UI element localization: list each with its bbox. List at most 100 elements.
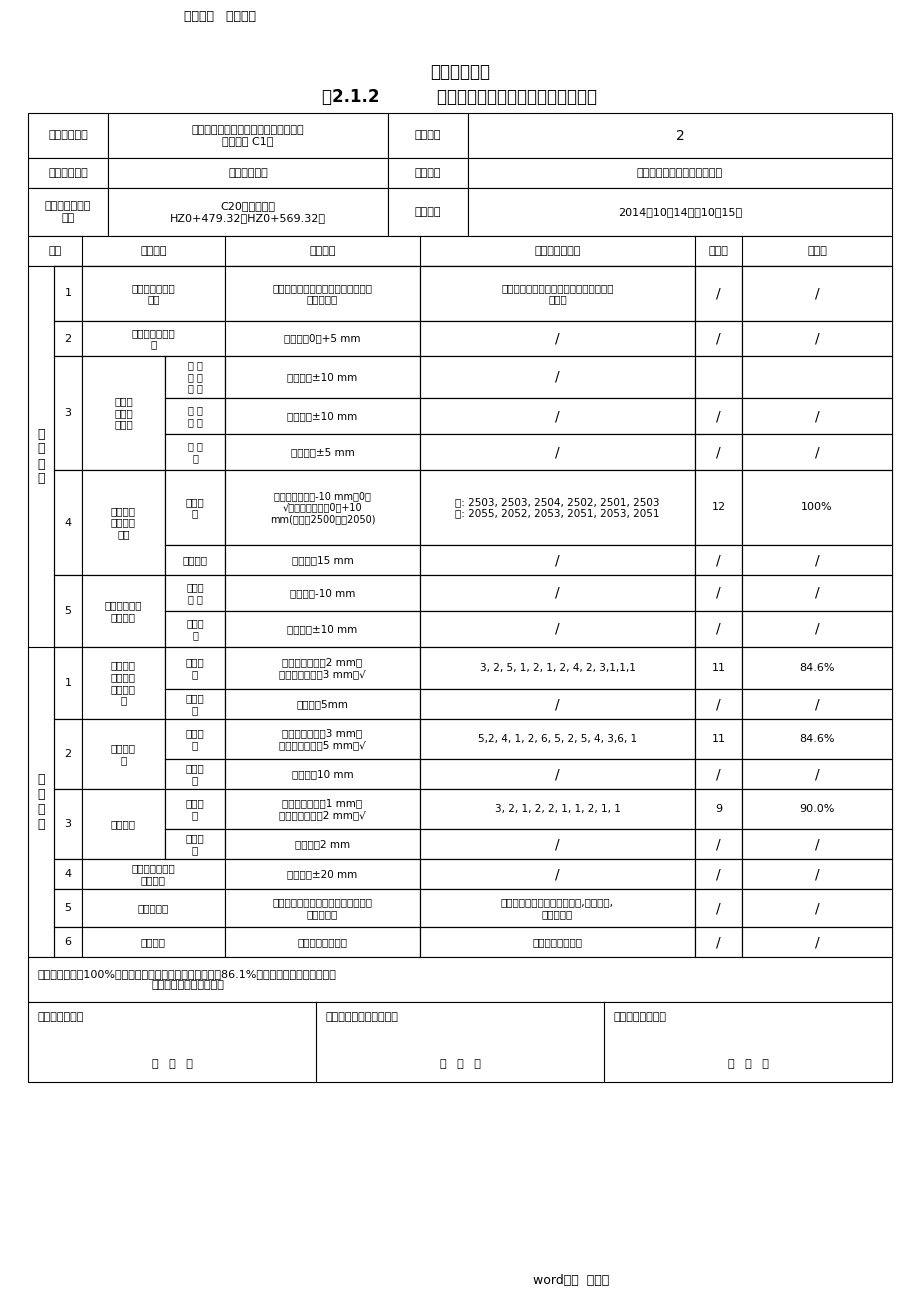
Bar (694, 266, 742, 322)
Text: 表面光洁、无污物: 表面光洁、无污物 (532, 937, 582, 947)
Bar (388, 158, 468, 187)
Text: 2: 2 (64, 749, 72, 759)
Bar (225, 611, 420, 647)
Bar (694, 859, 742, 889)
Text: 孔、洞
尺 寸: 孔、洞 尺 寸 (186, 582, 204, 604)
Bar (54, 719, 82, 789)
Bar (694, 889, 742, 927)
Text: 质量标准: 质量标准 (309, 246, 335, 256)
Text: 隐蔽内
面: 隐蔽内 面 (186, 763, 204, 785)
Text: /: / (715, 286, 720, 301)
Bar (420, 322, 694, 355)
Bar (742, 647, 891, 689)
Text: 钢模：允许偏差2 mm；
木模：允许偏差3 mm；√: 钢模：允许偏差2 mm； 木模：允许偏差3 mm；√ (278, 658, 366, 678)
Text: 表面光洁、无污物: 表面光洁、无污物 (297, 937, 347, 947)
Bar (742, 546, 891, 575)
Bar (82, 470, 165, 575)
Text: 结 构
断 面
尺 寸: 结 构 断 面 尺 寸 (187, 361, 202, 393)
Bar (165, 575, 225, 611)
Bar (694, 398, 742, 434)
Bar (694, 546, 742, 575)
Bar (225, 434, 420, 470)
Text: 结构物水平断面
内部尺寸: 结构物水平断面 内部尺寸 (131, 863, 176, 885)
Text: 5: 5 (64, 605, 72, 616)
Bar (742, 575, 891, 611)
Text: 允许偏差±10 mm: 允许偏差±10 mm (287, 624, 357, 634)
Bar (742, 689, 891, 719)
Text: 模板外观: 模板外观 (141, 937, 165, 947)
Bar (225, 575, 420, 611)
Bar (420, 927, 694, 957)
Text: /: / (814, 586, 819, 600)
Bar (694, 927, 742, 957)
Text: 4: 4 (64, 868, 72, 879)
Text: /: / (814, 697, 819, 711)
Bar (420, 434, 694, 470)
Bar (694, 719, 742, 759)
Text: 垂 直
度: 垂 直 度 (187, 441, 202, 462)
Text: 稳定性、刚度和
强度: 稳定性、刚度和 强度 (131, 283, 176, 305)
Text: 外露表
面: 外露表 面 (186, 658, 204, 678)
Bar (742, 266, 891, 322)
Bar (225, 470, 420, 546)
Bar (742, 829, 891, 859)
Bar (28, 187, 108, 236)
Bar (468, 158, 891, 187)
Text: 单元工程名称、
部位: 单元工程名称、 部位 (45, 202, 91, 223)
Bar (742, 789, 891, 829)
Text: /: / (715, 553, 720, 566)
Bar (694, 322, 742, 355)
Bar (742, 470, 891, 546)
Text: 2: 2 (675, 129, 684, 142)
Text: 允许偏差±5 mm: 允许偏差±5 mm (290, 447, 354, 457)
Bar (28, 236, 891, 266)
Text: /: / (715, 409, 720, 423)
Bar (82, 266, 225, 322)
Bar (82, 889, 225, 927)
Text: 脱模剂涂刷: 脱模剂涂刷 (138, 904, 169, 913)
Text: /: / (554, 837, 559, 852)
Text: /: / (814, 286, 819, 301)
Bar (28, 1003, 891, 1082)
Text: 质检员终检意见：: 质检员终检意见： (613, 1012, 666, 1022)
Bar (28, 113, 108, 158)
Bar (420, 611, 694, 647)
Bar (165, 546, 225, 575)
Bar (82, 927, 225, 957)
Bar (694, 355, 742, 398)
Text: 3: 3 (64, 408, 72, 418)
Bar (165, 789, 225, 829)
Text: 年   月   日: 年 月 日 (152, 1059, 192, 1069)
Text: word完美  整理版: word完美 整理版 (532, 1273, 608, 1286)
Text: 11: 11 (710, 734, 725, 743)
Bar (694, 470, 742, 546)
Text: 项次: 项次 (49, 246, 62, 256)
Bar (165, 829, 225, 859)
Bar (54, 859, 82, 889)
Text: 12: 12 (710, 503, 725, 513)
Bar (694, 829, 742, 859)
Text: 84.6%: 84.6% (799, 734, 834, 743)
Text: /: / (554, 586, 559, 600)
Bar (165, 398, 225, 434)
Bar (225, 889, 420, 927)
Bar (165, 719, 225, 759)
Text: 钢模：允许偏差3 mm；
木模：允许偏差5 mm；√: 钢模：允许偏差3 mm； 木模：允许偏差5 mm；√ (278, 728, 366, 750)
Bar (54, 789, 82, 859)
Text: 允许偏差±10 mm: 允许偏差±10 mm (287, 411, 357, 421)
Bar (54, 266, 82, 322)
Text: 2: 2 (64, 333, 72, 344)
Text: /: / (554, 409, 559, 423)
Bar (420, 889, 694, 927)
Text: 分部工程名称: 分部工程名称 (48, 168, 88, 178)
Text: 90.0%: 90.0% (799, 805, 834, 814)
Bar (108, 158, 388, 187)
Text: 模板平整
度、相邻
两板面错
台: 模板平整 度、相邻 两板面错 台 (111, 660, 136, 706)
Text: 6: 6 (64, 937, 72, 947)
Text: 主
控
项
目: 主 控 项 目 (37, 427, 45, 486)
Text: 检查（测）记录: 检查（测）记录 (534, 246, 580, 256)
Bar (694, 759, 742, 789)
Text: /: / (715, 445, 720, 460)
Text: 水利水电工程: 水利水电工程 (429, 62, 490, 81)
Text: /: / (554, 697, 559, 711)
